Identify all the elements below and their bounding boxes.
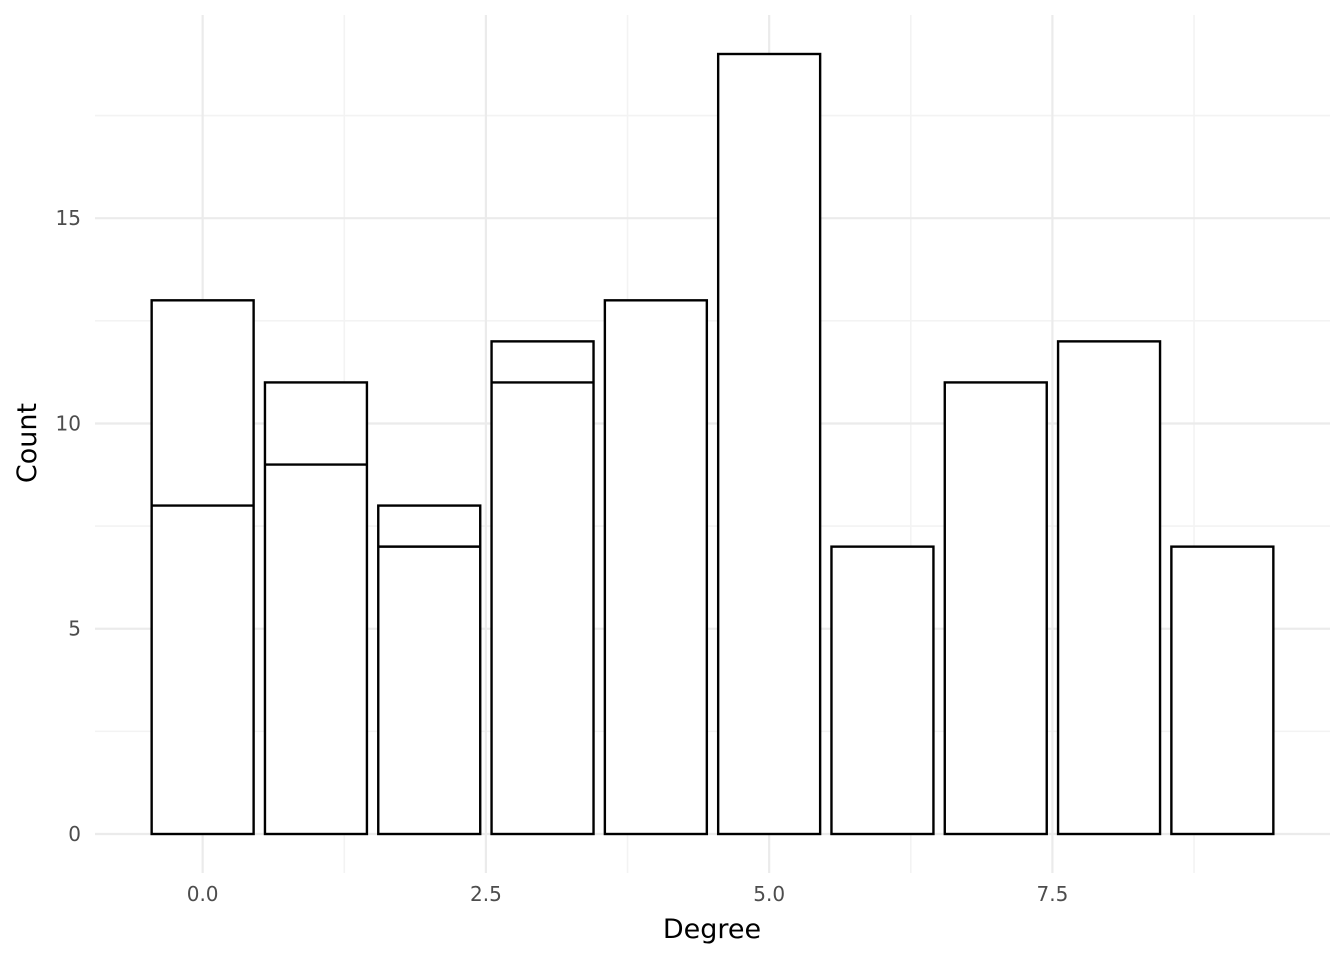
y-axis-title: Count — [12, 403, 43, 483]
x-tick-label: 5.0 — [753, 882, 785, 906]
bar-4 — [603, 299, 709, 836]
y-tick-label: 0 — [68, 822, 81, 846]
bar-2 — [377, 504, 482, 836]
bar-9 — [1170, 545, 1275, 836]
bar-6 — [830, 545, 935, 836]
y-tick-label: 10 — [56, 411, 81, 435]
bar-3 — [490, 340, 595, 836]
bar-7 — [943, 381, 1048, 836]
x-axis-title: Degree — [663, 914, 761, 945]
bar-5 — [716, 52, 822, 836]
y-tick-label: 5 — [68, 617, 81, 641]
x-tick-label: 0.0 — [187, 882, 219, 906]
bar-0 — [150, 299, 255, 836]
y-tick-label: 15 — [56, 206, 81, 230]
bars — [150, 52, 1275, 836]
bar-1 — [263, 381, 369, 836]
x-tick-label: 2.5 — [470, 882, 502, 906]
x-tick-label: 7.5 — [1037, 882, 1069, 906]
x-axis-ticks: 0.0 2.5 5.0 7.5 — [187, 882, 1069, 906]
bar-8 — [1056, 340, 1162, 836]
y-axis-ticks: 0 5 10 15 — [56, 206, 81, 846]
